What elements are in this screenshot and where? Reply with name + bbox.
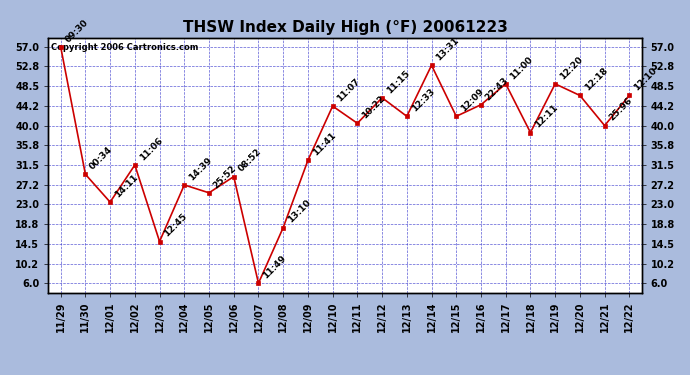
Text: 25:52: 25:52: [212, 164, 239, 190]
Text: 11:00: 11:00: [509, 55, 535, 81]
Text: 11:15: 11:15: [385, 68, 411, 95]
Text: 14:11: 14:11: [113, 172, 139, 200]
Text: 12:33: 12:33: [410, 87, 436, 114]
Text: Copyright 2006 Cartronics.com: Copyright 2006 Cartronics.com: [51, 43, 199, 52]
Text: 12:11: 12:11: [533, 103, 560, 130]
Text: 11:06: 11:06: [137, 136, 164, 162]
Text: 10:22: 10:22: [360, 94, 386, 120]
Text: 12:09: 12:09: [459, 87, 486, 114]
Text: 14:39: 14:39: [187, 155, 214, 182]
Text: 11:49: 11:49: [262, 254, 288, 280]
Text: 09:30: 09:30: [63, 18, 90, 44]
Title: THSW Index Daily High (°F) 20061223: THSW Index Daily High (°F) 20061223: [183, 20, 507, 35]
Text: 12:20: 12:20: [558, 55, 584, 81]
Text: 13:31: 13:31: [434, 36, 461, 63]
Text: 13:10: 13:10: [286, 198, 313, 225]
Text: 12:10: 12:10: [632, 66, 659, 93]
Text: 12:18: 12:18: [582, 66, 609, 93]
Text: 22:43: 22:43: [484, 75, 511, 102]
Text: 11:07: 11:07: [335, 77, 362, 104]
Text: 12:45: 12:45: [162, 212, 189, 239]
Text: 25:96: 25:96: [607, 96, 634, 123]
Text: 08:52: 08:52: [237, 147, 263, 174]
Text: 11:41: 11:41: [310, 131, 337, 158]
Text: 00:34: 00:34: [88, 145, 115, 171]
